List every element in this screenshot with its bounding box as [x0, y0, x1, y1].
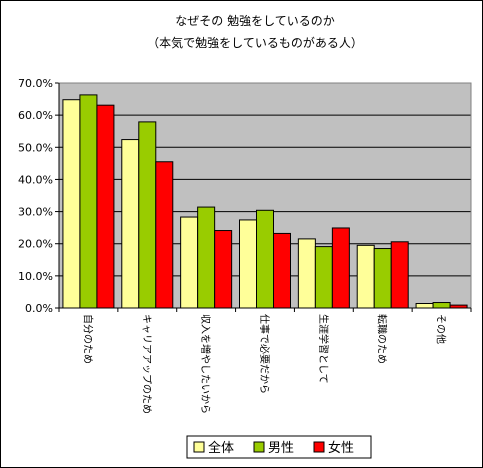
legend-swatch [313, 441, 325, 453]
bar [331, 227, 350, 309]
bar [356, 244, 375, 309]
y-tick-label: 20.0% [18, 238, 53, 251]
y-tick-label: 30.0% [18, 206, 53, 219]
bar [239, 219, 257, 309]
chart-subtitle: （本気で勉強をしているものがある人） [147, 35, 363, 50]
y-tick-label: 70.0% [18, 77, 53, 90]
legend-swatch [193, 441, 205, 453]
legend-label: 男性 [268, 441, 294, 456]
bar [432, 302, 451, 309]
y-tick-label: 60.0% [18, 109, 53, 122]
bar [62, 99, 81, 309]
category-labels: 自分のため キャリアアップのため 収入を増やしたいから 仕事で必要だから 生涯学習として… [81, 314, 447, 414]
category-label: 仕事で必要だから [258, 314, 271, 394]
legend: 全体 男性 女性 [186, 435, 372, 459]
bar [214, 230, 233, 309]
y-tick-labels: 0.0% 10.0% 20.0% 30.0% 40.0% 50.0% 60.0% 70.0% [18, 77, 53, 315]
bar [415, 303, 434, 309]
category-label: 転職のため [376, 314, 388, 364]
legend-label: 全体 [208, 440, 234, 456]
legend-swatch [253, 441, 265, 453]
bar [373, 248, 392, 309]
bar [155, 161, 174, 309]
bar [314, 246, 333, 309]
bar [138, 121, 157, 309]
y-tick-label: 10.0% [18, 270, 53, 283]
chart-title: なぜその 勉強をしているのか [175, 14, 334, 28]
bar [297, 238, 316, 309]
bar [79, 94, 98, 309]
y-tick-label: 0.0% [25, 302, 53, 315]
category-label: 生涯学習として [317, 314, 330, 384]
category-label: キャリアアップのため [140, 314, 152, 414]
bar [121, 139, 140, 309]
y-tick-label: 40.0% [18, 173, 53, 186]
bar [197, 206, 216, 309]
category-label: 収入を増やしたいから [199, 314, 212, 414]
axes [58, 82, 472, 312]
bar [180, 216, 199, 309]
legend-label: 女性 [328, 440, 354, 456]
bar [256, 209, 274, 309]
bar [390, 241, 409, 309]
bar [273, 232, 291, 309]
bar [96, 104, 115, 309]
legend-box [186, 435, 372, 459]
category-label: 自分のため [81, 314, 94, 364]
y-tick-label: 50.0% [18, 141, 53, 154]
category-label: その他 [435, 314, 448, 344]
bars [62, 94, 468, 309]
